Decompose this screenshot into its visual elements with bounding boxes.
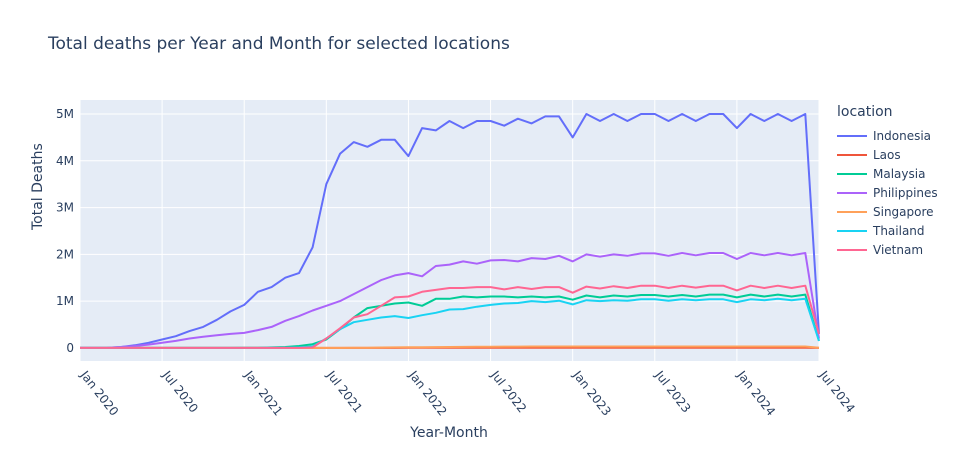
- x-tick-label: Jul 2022: [488, 367, 530, 415]
- y-tick-label: 2M: [56, 247, 74, 261]
- legend: location Indonesia Laos Malaysia Philippine…: [837, 104, 938, 259]
- legend-item-philippines[interactable]: Philippines: [837, 183, 938, 202]
- y-tick-label: 1M: [56, 294, 74, 308]
- series-layer: [80, 113, 820, 349]
- y-tick-label: 4M: [56, 154, 74, 168]
- x-tick-label: Jan 2020: [77, 367, 121, 418]
- legend-items: Indonesia Laos Malaysia Philippines Singapor…: [837, 126, 938, 259]
- x-tick-label: Jan 2024: [734, 367, 778, 418]
- legend-label: Vietnam: [873, 242, 924, 257]
- legend-item-malaysia[interactable]: Malaysia: [837, 164, 938, 183]
- x-axis-label: Year-Month: [409, 425, 488, 441]
- legend-item-laos[interactable]: Laos: [837, 145, 938, 164]
- legend-item-singapore[interactable]: Singapore: [837, 202, 938, 221]
- y-tick-label: 5M: [56, 107, 74, 121]
- x-axis: Jan 2020 Jul 2020 Jan 2021 Jul 2021 Jan 2022…: [77, 367, 858, 418]
- x-tick-label: Jan 2023: [570, 367, 614, 418]
- plot-background: [80, 100, 819, 361]
- legend-label: Thailand: [873, 223, 925, 238]
- x-tick-label: Jul 2021: [323, 367, 365, 415]
- legend-swatch: [837, 172, 867, 175]
- series-line-indonesia[interactable]: [80, 113, 820, 349]
- series-line-philippines[interactable]: [80, 252, 820, 349]
- x-tick-label: Jan 2022: [405, 367, 449, 418]
- y-axis-label: Total Deaths: [30, 143, 46, 230]
- legend-label: Philippines: [873, 185, 938, 200]
- grid: [79, 100, 820, 361]
- y-tick-label: 3M: [56, 201, 74, 215]
- legend-item-vietnam[interactable]: Vietnam: [837, 240, 938, 259]
- x-tick-label: Jan 2021: [241, 367, 285, 418]
- y-axis: 0 1M 2M 3M 4M 5M: [56, 107, 74, 355]
- series-line-vietnam[interactable]: [80, 284, 820, 349]
- legend-title: location: [837, 104, 893, 120]
- legend-label: Laos: [873, 147, 901, 162]
- legend-swatch: [837, 229, 867, 232]
- legend-item-thailand[interactable]: Thailand: [837, 221, 938, 240]
- x-tick-label: Jul 2024: [816, 367, 858, 415]
- legend-swatch: [837, 153, 867, 156]
- chart-title: Total deaths per Year and Month for sele…: [48, 34, 510, 54]
- legend-label: Indonesia: [873, 128, 932, 143]
- legend-swatch: [837, 210, 867, 213]
- legend-label: Singapore: [873, 204, 934, 219]
- x-tick-label: Jul 2023: [652, 367, 694, 415]
- legend-swatch: [837, 248, 867, 251]
- legend-swatch: [837, 191, 867, 194]
- y-tick-label: 0: [66, 341, 74, 355]
- x-tick-label: Jul 2020: [159, 367, 201, 415]
- legend-swatch: [837, 134, 867, 137]
- legend-item-indonesia[interactable]: Indonesia: [837, 126, 938, 145]
- legend-label: Malaysia: [873, 166, 926, 181]
